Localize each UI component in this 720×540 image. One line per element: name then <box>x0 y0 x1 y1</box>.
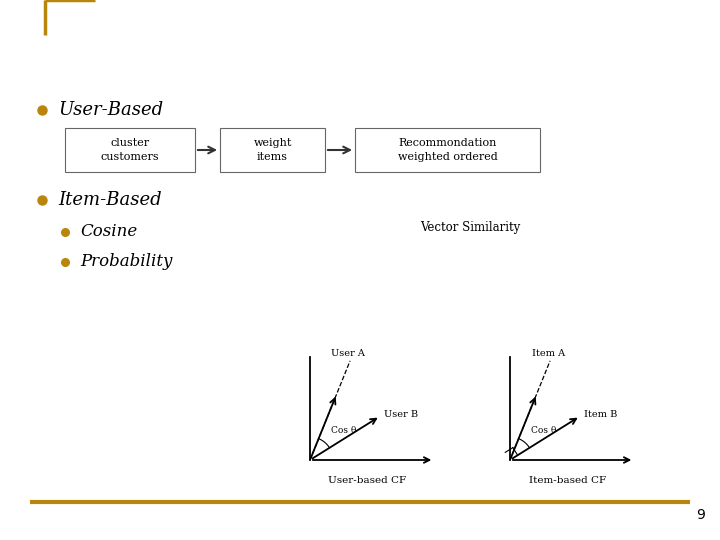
FancyBboxPatch shape <box>355 128 540 172</box>
FancyBboxPatch shape <box>65 128 195 172</box>
Text: Vector Similarity: Vector Similarity <box>420 221 520 234</box>
Text: Cos θ: Cos θ <box>330 427 356 435</box>
Text: Cosine: Cosine <box>80 224 138 240</box>
Text: Item-based CF: Item-based CF <box>529 476 606 485</box>
Text: User-based CF: User-based CF <box>328 476 407 485</box>
Text: Item-Based: Item-Based <box>58 191 161 209</box>
Text: User B: User B <box>384 410 418 418</box>
Text: weight
items: weight items <box>253 138 292 161</box>
Text: cluster
customers: cluster customers <box>101 138 159 161</box>
Text: User A: User A <box>331 349 365 358</box>
Text: Item A: Item A <box>531 349 564 358</box>
Text: User-Based: User-Based <box>58 101 163 119</box>
Text: Item B: Item B <box>584 410 618 418</box>
Text: 9: 9 <box>696 508 705 522</box>
Text: Probability: Probability <box>80 253 172 271</box>
Text: Recommondation
weighted ordered: Recommondation weighted ordered <box>397 138 498 161</box>
FancyBboxPatch shape <box>220 128 325 172</box>
Text: Cos θ: Cos θ <box>531 427 556 435</box>
